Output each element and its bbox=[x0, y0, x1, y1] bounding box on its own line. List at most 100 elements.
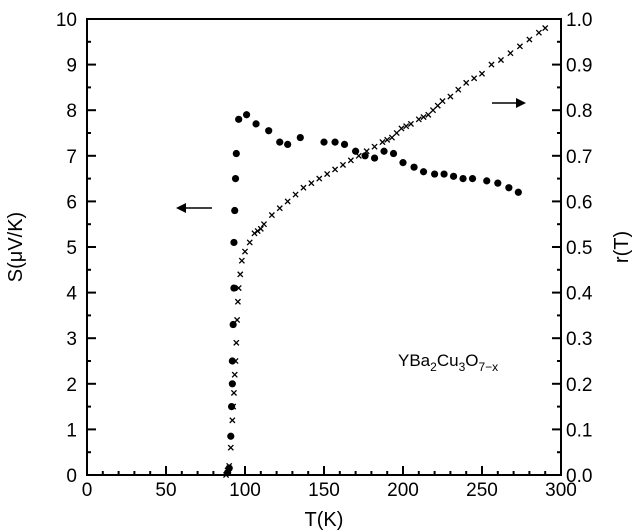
thermopower-point bbox=[459, 175, 467, 183]
resistance-point bbox=[324, 170, 331, 178]
compound-annotation: YBa2Cu3O7−x bbox=[398, 351, 498, 374]
y-right-tick-label: 0.3 bbox=[566, 329, 592, 350]
thermopower-point bbox=[468, 175, 477, 183]
resistance-point bbox=[425, 111, 432, 118]
y-left-tick-label: 1 bbox=[66, 420, 77, 441]
thermopower-point bbox=[265, 127, 273, 135]
thermopower-point bbox=[331, 138, 339, 146]
resistance-point bbox=[471, 75, 478, 82]
thermopower-point bbox=[410, 163, 418, 171]
resistance-point bbox=[257, 225, 264, 232]
resistance-point bbox=[463, 79, 470, 86]
y-right-tick-label: 0.6 bbox=[566, 192, 592, 213]
thermopower-point bbox=[235, 115, 243, 123]
resistance-point bbox=[234, 316, 241, 324]
thermopower-point bbox=[284, 140, 292, 148]
resistance-point bbox=[268, 212, 275, 219]
resistance-point bbox=[347, 157, 354, 164]
resistance-point bbox=[434, 102, 441, 109]
resistance-point bbox=[300, 184, 307, 191]
y-right-tick-label: 0.8 bbox=[566, 101, 592, 122]
points-layer bbox=[222, 25, 549, 479]
thermopower-point bbox=[361, 152, 369, 160]
thermopower-point bbox=[419, 168, 428, 176]
thermopower-point bbox=[389, 149, 398, 158]
resistance-point bbox=[231, 371, 238, 378]
y-right-axis-title: r(T) bbox=[611, 231, 633, 263]
resistance-point bbox=[224, 467, 231, 474]
thermopower-point bbox=[399, 159, 407, 167]
thermopower-point bbox=[252, 120, 260, 128]
y-left-tick-label: 7 bbox=[66, 147, 77, 168]
y-right-tick-label: 1.0 bbox=[566, 10, 592, 31]
thermopower-point bbox=[296, 133, 304, 142]
x-tick-label: 250 bbox=[466, 480, 498, 501]
resistance-point bbox=[420, 113, 427, 121]
y-right-tick-label: 0.1 bbox=[566, 420, 592, 441]
resistance-point bbox=[292, 191, 299, 198]
resistance-point bbox=[526, 36, 533, 43]
y-left-tick-label: 3 bbox=[66, 329, 77, 350]
thermopower-point bbox=[340, 140, 349, 148]
resistance-point bbox=[384, 136, 391, 143]
x-tick-label: 50 bbox=[155, 480, 176, 501]
resistance-point bbox=[229, 417, 236, 424]
x-tick-label: 150 bbox=[308, 480, 340, 501]
resistance-point bbox=[371, 143, 378, 150]
x-tick-label: 300 bbox=[545, 480, 577, 501]
resistance-point bbox=[542, 25, 549, 32]
y-left-tick-label: 4 bbox=[66, 284, 77, 305]
resistance-point bbox=[497, 56, 505, 64]
plot-frame bbox=[86, 18, 562, 476]
resistance-point bbox=[230, 403, 237, 410]
resistance-point bbox=[237, 271, 244, 278]
resistance-point bbox=[284, 198, 291, 205]
resistance-point bbox=[388, 134, 395, 141]
resistance-point bbox=[234, 298, 241, 305]
y-right-tick-label: 0.9 bbox=[566, 56, 592, 77]
resistance-point bbox=[379, 139, 386, 146]
resistance-point bbox=[535, 29, 542, 36]
resistance-point bbox=[235, 284, 242, 292]
resistance-point bbox=[447, 93, 454, 100]
resistance-point bbox=[226, 462, 233, 469]
resistance-point bbox=[398, 125, 405, 132]
thermopower-point bbox=[227, 432, 235, 440]
y-right-tick-label: 0.4 bbox=[566, 284, 593, 305]
y-left-axis-title: S(μV/K) bbox=[5, 212, 27, 282]
y-left-tick-label: 6 bbox=[66, 192, 77, 213]
resistance-point bbox=[407, 120, 414, 127]
resistance-point bbox=[403, 123, 410, 130]
resistance-point bbox=[232, 357, 239, 365]
resistance-point bbox=[355, 152, 362, 159]
thermopower-point bbox=[483, 177, 491, 185]
thermopower-point bbox=[242, 111, 251, 119]
labels-layer: 0 50 100 150 200 250 300 0 1 2 3 4 5 6 7 8 9 10 0.0 0.1 0.2 0… bbox=[56, 10, 593, 501]
thermopower-point bbox=[352, 147, 360, 155]
thermopower-point bbox=[431, 170, 439, 178]
resistance-point bbox=[339, 161, 347, 168]
y-right-tick-label: 0.5 bbox=[566, 238, 592, 259]
resistance-point bbox=[429, 107, 437, 114]
y-left-tick-label: 8 bbox=[66, 101, 77, 122]
y-right-tick-label: 0.7 bbox=[566, 147, 592, 168]
x-tick-label: 0 bbox=[82, 480, 93, 501]
x-tick-label: 100 bbox=[229, 480, 261, 501]
resistance-point bbox=[488, 61, 495, 68]
thermopower-point bbox=[232, 149, 240, 158]
resistance-point bbox=[246, 239, 253, 246]
y-right-tick-label: 0.0 bbox=[566, 466, 592, 487]
resistance-point bbox=[230, 389, 237, 396]
thermopower-point bbox=[227, 403, 236, 411]
x-tick-label: 200 bbox=[387, 480, 419, 501]
resistance-point bbox=[507, 50, 514, 57]
right-arrowhead-icon bbox=[516, 98, 526, 108]
thermopower-point bbox=[320, 138, 328, 146]
thermopower-point bbox=[440, 170, 448, 178]
thermopower-point bbox=[494, 179, 502, 187]
resistance-point bbox=[308, 180, 315, 187]
resistance-point bbox=[316, 175, 323, 182]
resistance-point bbox=[455, 86, 462, 93]
resistance-point bbox=[227, 444, 234, 451]
thermopower-point bbox=[514, 188, 522, 196]
